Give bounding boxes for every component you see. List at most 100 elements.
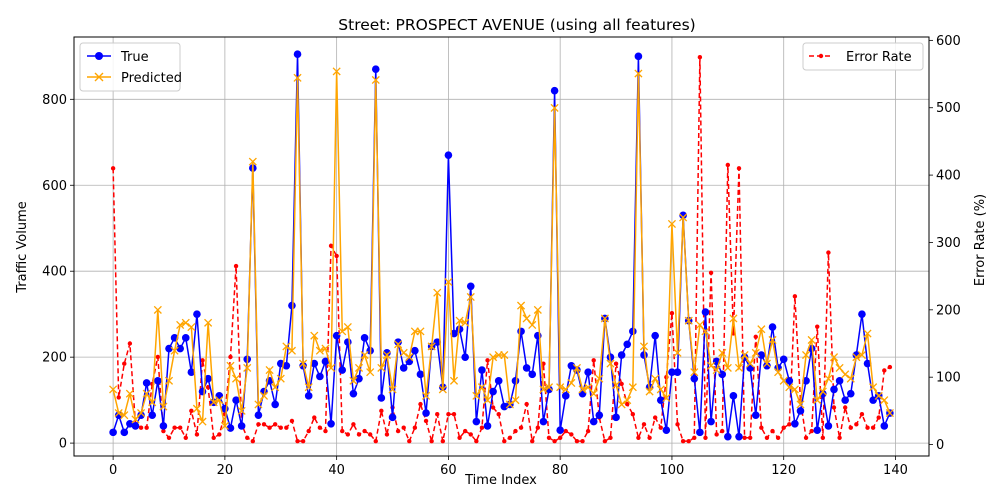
error-rate-point [440,438,446,444]
predicted-point [466,292,475,302]
error-rate-point [261,422,267,427]
true-point [679,211,687,220]
error-rate-point [345,432,351,437]
error-rate-point [669,310,675,316]
true-point [154,376,162,385]
predicted-point [276,374,285,383]
true-point [869,396,877,404]
predicted-point [829,353,839,362]
error-rate-point [569,432,574,437]
predicted-point [455,316,464,325]
error-rate-point [652,415,658,420]
predicted-point [164,376,174,385]
error-rate-point [747,435,753,441]
error-rate-point [479,425,485,430]
error-rate-point [557,435,563,441]
predicted-point [539,385,548,394]
error-rate-point [585,428,591,434]
true-point [422,409,430,417]
predicted-point [863,329,872,338]
predicted-point [148,398,157,407]
true-point [444,151,453,159]
predicted-point [142,389,151,398]
error-rate-point [446,412,451,417]
error-rate-point [233,263,239,269]
predicted-point [287,346,297,355]
error-rate-point [675,422,680,427]
error-rate-point [110,166,116,171]
true-point [489,387,497,396]
predicted-point [187,323,196,332]
true-point [802,376,810,385]
predicted-point [421,391,431,400]
predicted-point [857,350,867,360]
true-point [707,417,715,426]
legend-left-box [79,42,181,92]
true-point [673,368,682,377]
error-rate-point [356,432,362,437]
true-point [310,359,319,368]
true-point [327,419,335,428]
predicted-point [634,69,643,78]
true-point [550,86,559,95]
predicted-point [757,325,766,334]
predicted-point [209,398,218,407]
predicted-point [880,396,889,405]
predicted-point [679,213,688,222]
error-rate-point [429,438,434,444]
x-tick-label: 40 [328,463,345,478]
predicted-point [835,363,844,372]
true-point [567,361,576,370]
predicted-point [248,157,257,166]
predicted-point [449,376,459,385]
true-point [651,331,659,340]
predicted-point [176,320,185,329]
predicted-point [572,363,582,372]
predicted-point [388,385,397,394]
true-point [181,334,190,342]
true-point [360,334,369,342]
error-rate-point [580,438,585,444]
predicted-line [112,71,891,427]
predicted-point [690,368,699,377]
predicted-point [606,359,615,368]
true-point [349,389,358,398]
error-rate-point [820,435,826,441]
error-rate-point [697,55,703,60]
true-point [399,364,408,372]
error-rate-point [312,415,317,420]
true-point [511,376,520,385]
predicted-point [332,67,341,76]
predicted-point [779,376,788,385]
true-point [584,368,592,377]
predicted-point [723,363,732,372]
true-point [466,282,475,291]
true-point [198,387,207,396]
predicted-point [220,421,229,430]
true-point [142,379,151,387]
predicted-point [159,402,168,411]
error-rate-point [625,401,630,407]
predicted-point [321,344,330,353]
legend-error-label: Error Rate [846,50,912,65]
error-rate-point [831,405,837,410]
error-rate-point [876,415,881,420]
true-point [757,351,766,359]
error-rate-point [725,162,731,168]
predicted-point [489,353,498,362]
true-point [321,357,330,366]
legend-predicted-marker [94,72,104,82]
error-rate-point [775,435,781,441]
error-rate-point [490,405,496,410]
legend-right: Error Rate [802,42,924,71]
predicted-point [237,406,246,415]
error-rate-point [803,435,809,441]
predicted-point [259,391,269,400]
true-point [556,426,564,435]
predicted-point [170,346,179,355]
error-rate-point [474,438,479,444]
predicted-point [617,400,626,409]
true-point [662,426,671,435]
predicted-point [254,400,263,409]
error-rate-point [457,435,462,441]
